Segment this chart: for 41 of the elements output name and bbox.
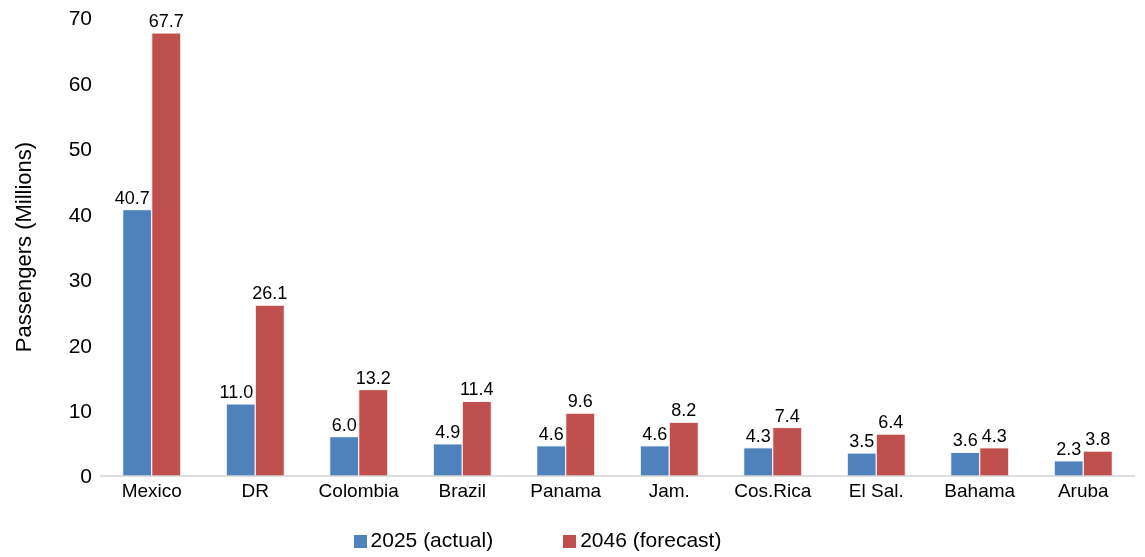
data-label: 9.6 <box>567 391 593 412</box>
legend-label: 2046 (forecast) <box>580 528 722 551</box>
data-label: 8.2 <box>671 400 697 421</box>
x-tick-label: DR <box>241 480 269 502</box>
x-tick-label: Brazil <box>438 480 487 502</box>
data-label: 26.1 <box>252 283 288 304</box>
data-label: 2.3 <box>1056 438 1082 459</box>
data-label: 3.5 <box>849 431 875 452</box>
data-label: 4.6 <box>642 423 668 444</box>
y-tick-label: 40 <box>68 202 92 226</box>
data-label: 4.6 <box>538 423 564 444</box>
data-label: 11.4 <box>459 379 494 400</box>
x-tick-label: Aruba <box>1057 480 1110 502</box>
y-tick-label: 30 <box>68 268 92 292</box>
data-label: 3.8 <box>1085 429 1111 450</box>
y-tick-label: 50 <box>68 137 92 161</box>
y-axis-title: Passengers (Millions) <box>10 141 36 353</box>
data-label: 4.3 <box>981 425 1007 446</box>
x-tick-label: Panama <box>530 480 602 502</box>
data-label: 40.7 <box>114 187 150 208</box>
x-tick-label: Cos.Rica <box>734 480 812 502</box>
y-tick-label: 70 <box>68 6 92 30</box>
x-tick-label: Mexico <box>121 480 182 502</box>
data-label: 4.3 <box>745 425 771 446</box>
legend-label: 2025 (actual) <box>370 528 494 551</box>
data-label: 6.0 <box>331 414 357 435</box>
data-label: 13.2 <box>355 367 391 388</box>
y-tick-label: 60 <box>68 71 92 95</box>
data-label: 3.6 <box>952 430 978 451</box>
x-tick-label: Colombia <box>318 480 400 502</box>
y-tick-label: 10 <box>68 399 92 423</box>
x-tick-label: Bahama <box>944 480 1016 502</box>
data-label: 4.9 <box>435 421 461 442</box>
y-tick-label: 0 <box>80 464 92 488</box>
data-label: 7.4 <box>774 405 800 426</box>
data-label: 67.7 <box>148 11 184 32</box>
y-tick-label: 20 <box>68 333 92 357</box>
x-tick-label: Jam. <box>648 480 690 502</box>
data-label: 6.4 <box>878 412 904 433</box>
data-label: 11.0 <box>219 382 254 403</box>
x-tick-label: El Sal. <box>848 480 904 502</box>
